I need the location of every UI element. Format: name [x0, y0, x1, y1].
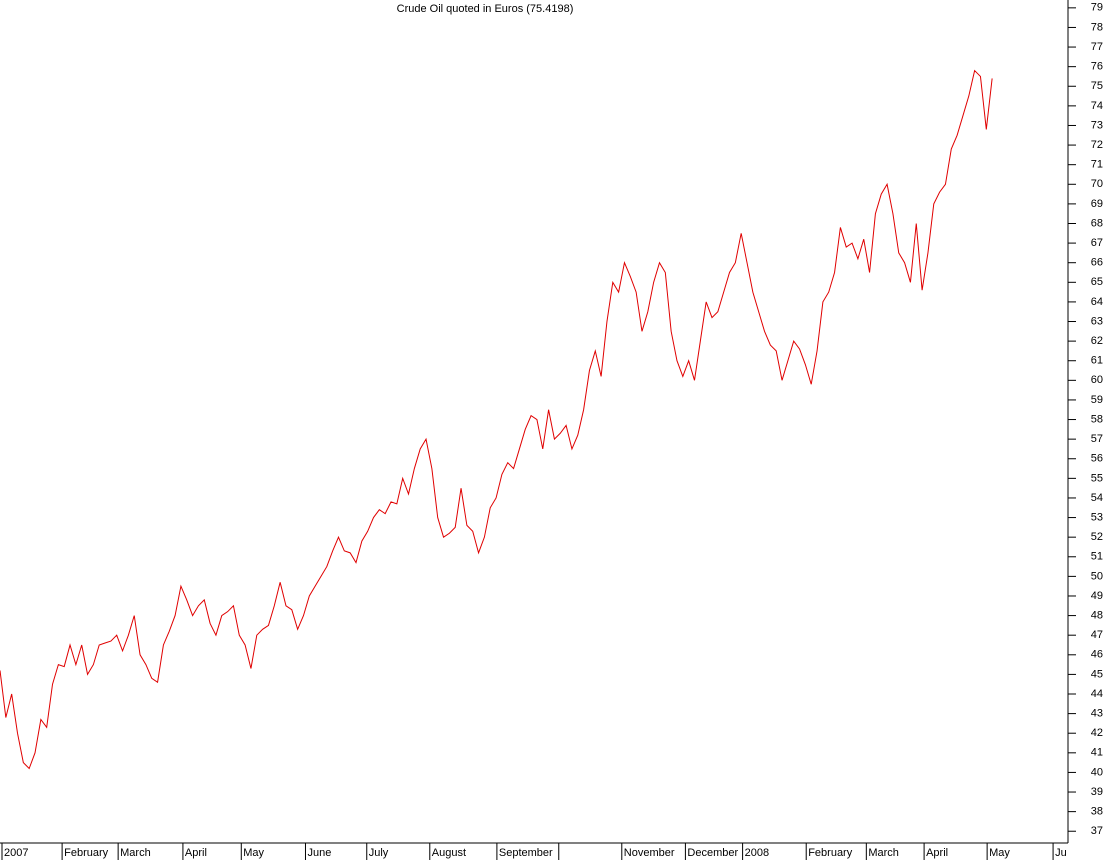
- y-tick-label: 72: [1091, 139, 1103, 151]
- x-tick-label: 2007: [4, 847, 28, 859]
- y-tick-label: 77: [1091, 41, 1103, 53]
- y-tick-label: 38: [1091, 806, 1103, 818]
- y-tick-label: 39: [1091, 786, 1103, 798]
- x-tick-label: May: [989, 847, 1010, 859]
- y-tick-label: 55: [1091, 472, 1103, 484]
- y-tick-label: 46: [1091, 649, 1103, 661]
- x-tick-label: May: [243, 847, 264, 859]
- y-tick-label: 43: [1091, 708, 1103, 720]
- y-tick-label: 63: [1091, 315, 1103, 327]
- x-tick-label: April: [926, 847, 948, 859]
- x-tick-label: 2008: [745, 847, 769, 859]
- y-tick-label: 59: [1091, 394, 1103, 406]
- y-tick-label: 41: [1091, 747, 1103, 759]
- y-tick-label: 57: [1091, 433, 1103, 445]
- y-tick-label: 47: [1091, 629, 1103, 641]
- y-tick-label: 54: [1091, 492, 1103, 504]
- y-tick-label: 67: [1091, 237, 1103, 249]
- y-tick-label: 62: [1091, 335, 1103, 347]
- y-tick-label: 58: [1091, 413, 1103, 425]
- chart-title: Crude Oil quoted in Euros (75.4198): [397, 3, 574, 15]
- y-tick-label: 64: [1091, 296, 1103, 308]
- x-tick-label: February: [808, 847, 853, 859]
- x-tick-label: Ju: [1055, 847, 1067, 859]
- x-tick-label: June: [307, 847, 331, 859]
- y-tick-label: 50: [1091, 570, 1103, 582]
- y-tick-label: 73: [1091, 119, 1103, 131]
- price-line: [0, 69, 993, 770]
- y-tick-label: 40: [1091, 766, 1103, 778]
- y-tick-label: 49: [1091, 590, 1103, 602]
- y-tick-label: 56: [1091, 453, 1103, 465]
- y-tick-label: 76: [1091, 61, 1103, 73]
- y-tick-label: 51: [1091, 551, 1103, 563]
- y-tick-label: 53: [1091, 511, 1103, 523]
- x-tick-label: July: [369, 847, 389, 859]
- x-tick-label: March: [120, 847, 151, 859]
- y-tick-label: 70: [1091, 178, 1103, 190]
- y-tick-label: 68: [1091, 217, 1103, 229]
- x-tick-label: August: [432, 847, 466, 859]
- x-tick-label: April: [185, 847, 207, 859]
- y-tick-label: 78: [1091, 21, 1103, 33]
- y-tick-label: 71: [1091, 159, 1103, 171]
- x-tick-label: November: [624, 847, 675, 859]
- y-tick-label: 75: [1091, 80, 1103, 92]
- y-tick-label: 48: [1091, 609, 1103, 621]
- y-tick-label: 42: [1091, 727, 1103, 739]
- y-tick-label: 65: [1091, 276, 1103, 288]
- y-tick-label: 66: [1091, 257, 1103, 269]
- x-tick-label: September: [499, 847, 553, 859]
- y-tick-label: 44: [1091, 688, 1103, 700]
- y-tick-label: 45: [1091, 668, 1103, 680]
- y-tick-label: 52: [1091, 531, 1103, 543]
- y-tick-label: 60: [1091, 374, 1103, 386]
- x-tick-label: February: [64, 847, 109, 859]
- x-tick-label: December: [687, 847, 738, 859]
- y-tick-label: 37: [1091, 825, 1103, 837]
- y-tick-label: 79: [1091, 2, 1103, 14]
- y-tick-label: 69: [1091, 198, 1103, 210]
- x-tick-label: March: [868, 847, 899, 859]
- y-tick-label: 61: [1091, 355, 1103, 367]
- y-tick-label: 74: [1091, 100, 1103, 112]
